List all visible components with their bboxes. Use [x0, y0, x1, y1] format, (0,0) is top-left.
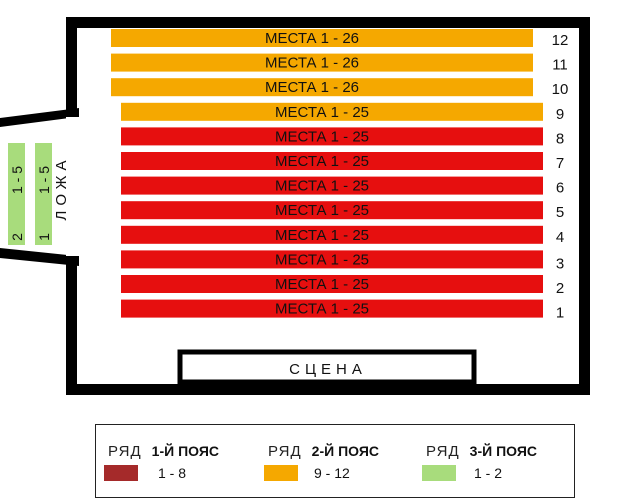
legend-tier-1: РЯД 1-Й ПОЯС	[108, 443, 219, 461]
row-1-seats-label: МЕСТА 1 - 25	[275, 301, 369, 318]
legend-swatch-tier-1	[104, 465, 138, 481]
row-2-seats-label: МЕСТА 1 - 25	[275, 276, 369, 293]
row-4-number: 4	[556, 229, 564, 246]
legend-tier-name: 2-Й ПОЯС	[311, 443, 380, 459]
box-label: ЛОЖА	[53, 155, 70, 220]
row-9-number: 9	[556, 106, 564, 123]
row-6-seats-label: МЕСТА 1 - 25	[275, 178, 369, 195]
row-12-number: 12	[552, 32, 569, 49]
legend-range-tier-3: 1 - 2	[474, 465, 503, 481]
row-8-number: 8	[556, 130, 564, 147]
row-1-bar	[121, 299, 543, 318]
row-11-number: 11	[552, 57, 568, 74]
row-1-number: 1	[556, 305, 564, 322]
row-4-bar	[121, 225, 543, 244]
box-row-1-bar	[35, 143, 52, 245]
row-5-number: 5	[556, 204, 564, 221]
legend-row-word: РЯД	[108, 443, 142, 460]
row-6-bar	[121, 176, 543, 195]
legend-tier-name: 1-Й ПОЯС	[151, 443, 220, 459]
row-10-seats-label: МЕСТА 1 - 26	[265, 79, 359, 96]
legend-range-tier-2: 9 - 12	[314, 465, 350, 481]
row-12-bar	[111, 29, 533, 47]
row-12-seats-label: МЕСТА 1 - 26	[265, 30, 359, 47]
legend-swatch-tier-3	[422, 465, 456, 481]
box-row-2-seats: 1 - 5	[9, 166, 25, 194]
legend-tier-name: 3-Й ПОЯС	[469, 443, 538, 459]
box-row-1-seats: 1 - 5	[36, 166, 52, 194]
row-7-bar	[121, 152, 543, 170]
row-10-number: 10	[552, 81, 569, 98]
row-6-number: 6	[556, 180, 564, 197]
row-11-seats-label: МЕСТА 1 - 26	[265, 55, 359, 72]
row-4-seats-label: МЕСТА 1 - 25	[275, 227, 369, 244]
legend-range-tier-1: 1 - 8	[158, 465, 187, 481]
row-9-bar	[121, 102, 543, 121]
box-row-2-number: 2	[9, 233, 25, 241]
row-2-number: 2	[556, 280, 564, 297]
box-row-1-number: 1	[36, 233, 52, 241]
stage-label: СЦЕНА	[289, 361, 367, 378]
box-row-2-bar	[8, 143, 25, 245]
row-9-seats-label: МЕСТА 1 - 25	[275, 104, 369, 121]
row-11-bar	[111, 53, 533, 72]
row-3-seats-label: МЕСТА 1 - 25	[275, 251, 369, 268]
row-5-seats-label: МЕСТА 1 - 25	[275, 202, 369, 219]
stage	[177, 349, 477, 385]
box-opening	[66, 117, 79, 256]
legend-row-word: РЯД	[426, 443, 460, 460]
row-2-bar	[121, 275, 543, 293]
row-5-bar	[121, 201, 543, 220]
row-3-bar	[121, 250, 543, 269]
legend: РЯД 1-Й ПОЯС 1 - 8 РЯД 2-Й ПОЯС 9 - 12 РЯД…	[95, 424, 575, 498]
legend-tier-3: РЯД 3-Й ПОЯС	[426, 443, 537, 461]
row-7-number: 7	[556, 155, 564, 172]
row-3-number: 3	[556, 255, 564, 272]
legend-row-word: РЯД	[268, 443, 302, 460]
row-7-seats-label: МЕСТА 1 - 25	[275, 153, 369, 170]
row-8-bar	[121, 127, 543, 146]
legend-swatch-tier-2	[264, 465, 298, 481]
row-8-seats-label: МЕСТА 1 - 25	[275, 128, 369, 145]
row-10-bar	[111, 78, 533, 97]
legend-tier-2: РЯД 2-Й ПОЯС	[268, 443, 379, 461]
